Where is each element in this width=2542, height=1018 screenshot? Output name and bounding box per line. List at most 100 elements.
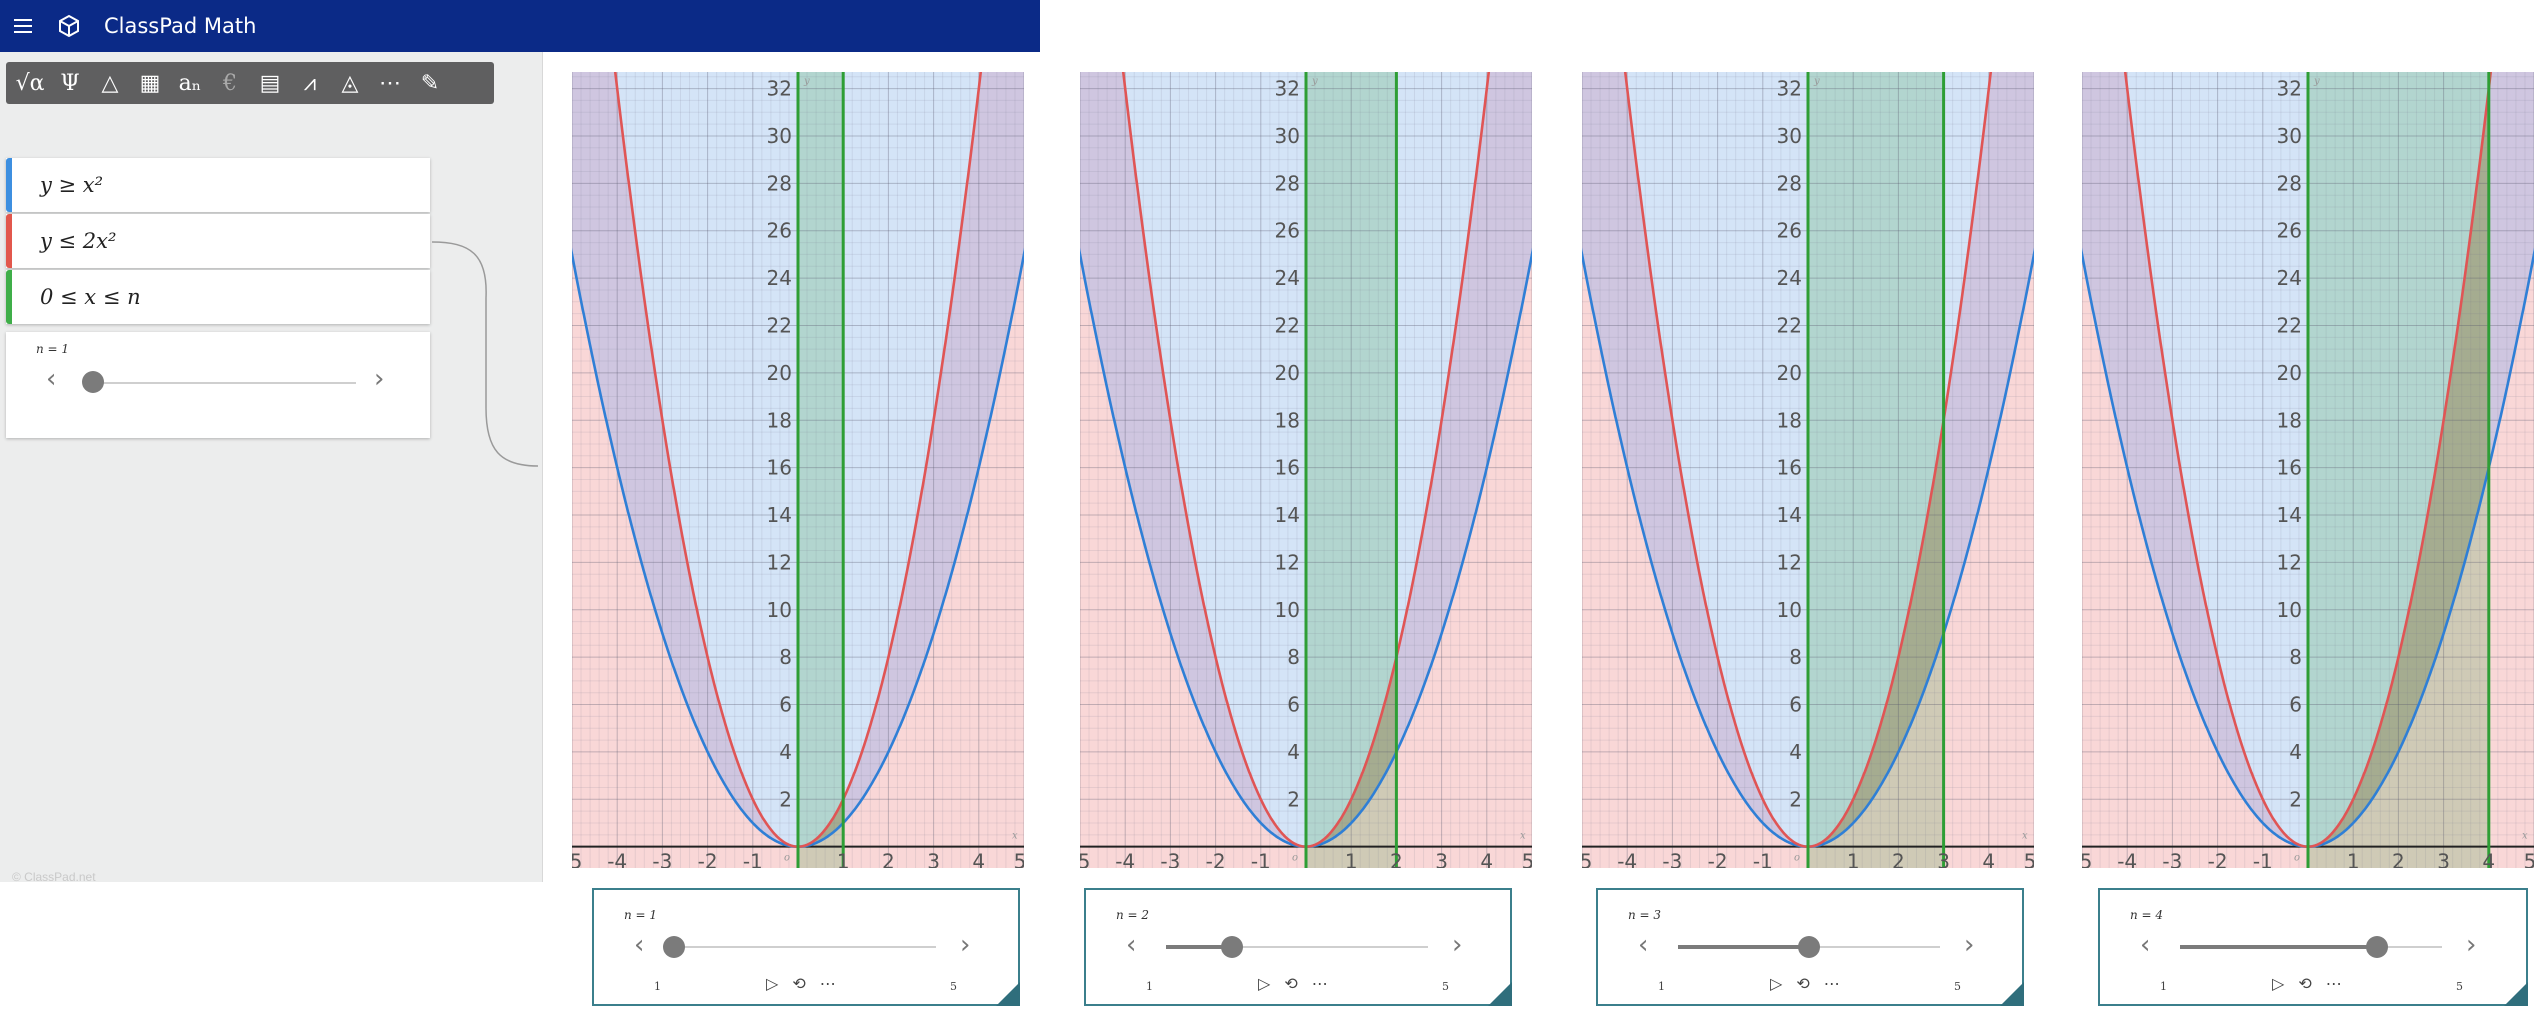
table-icon[interactable]: ▦: [139, 70, 161, 96]
y-tick-label: 32: [2277, 77, 2302, 101]
y-tick-label: 30: [2277, 124, 2302, 148]
slider-knob[interactable]: [82, 371, 104, 393]
expression-text: y ≥ x²: [40, 173, 104, 197]
shaded-answer-region: [1306, 657, 1397, 847]
x-axis-label: x: [1012, 831, 1018, 842]
y-tick-label: 30: [767, 124, 792, 148]
loop-icon[interactable]: ⟲: [792, 976, 806, 993]
slider-track[interactable]: [84, 382, 356, 384]
calculator-icon[interactable]: ▤: [259, 70, 281, 96]
resize-corner-icon[interactable]: [2000, 982, 2024, 1006]
slider-prev-icon[interactable]: ‹: [1638, 930, 1649, 960]
green-band: [2308, 72, 2489, 868]
loop-icon[interactable]: ⟲: [1796, 976, 1810, 993]
graph-canvas[interactable]: 5 -4 -3 -2 -1 1 2 3 4 524681012141618202224262830…: [572, 72, 1024, 868]
graph-canvas[interactable]: 5 -4 -3 -2 -1 1 2 3 4 524681012141618202224262830…: [2082, 72, 2534, 868]
y-tick-label: 4: [779, 740, 792, 764]
expression-row-1[interactable]: y ≥ x²: [6, 158, 430, 212]
y-tick-label: 22: [767, 313, 792, 337]
green-band: [1306, 72, 1397, 868]
slider-knob[interactable]: [1220, 936, 1243, 958]
x-tick-label: 5: [1522, 850, 1532, 868]
expression-color-stripe: [6, 270, 12, 324]
graph-panel-2[interactable]: 5 -4 -3 -2 -1 1 2 3 4 5 2 4 6 8 10 12 14 16 18 20 22 24 26 28 30…: [1080, 72, 1532, 868]
watermark: © ClassPad.net: [12, 870, 96, 884]
graph-panel-1[interactable]: 5 -4 -3 -2 -1 1 2 3 4 5 2 4 6 8 10 12 14 16 18 20 22 24 26 28 30…: [572, 72, 1024, 868]
play-icon[interactable]: ▷: [1770, 976, 1783, 993]
play-icon[interactable]: ▷: [766, 976, 779, 993]
more-icon[interactable]: ⋯: [819, 976, 836, 993]
graph-slider-2: n = 2 ‹ › 1 5 ▷ ⟲ ⋯: [1084, 888, 1512, 1006]
x-tick-label: -2: [698, 850, 718, 868]
origin-label: o: [2294, 853, 2300, 864]
resize-corner-icon[interactable]: [2504, 982, 2528, 1006]
x-tick-label: -1: [743, 850, 763, 868]
distribution-icon[interactable]: ⩘: [303, 70, 317, 96]
x-tick-label: -2: [1206, 850, 1226, 868]
slider-controls: ▷ ⟲ ⋯: [1770, 974, 1840, 994]
graph-slider-1: n = 1 ‹ › 1 5 ▷ ⟲ ⋯: [592, 888, 1020, 1006]
tool-palette: √α Ψ △ ▦ aₙ € ▤ ⩘ ◬ ⋯ ✎: [6, 62, 494, 104]
slider-prev-icon[interactable]: ‹: [2140, 930, 2151, 960]
slider-controls: ▷ ⟲ ⋯: [1258, 974, 1328, 994]
expression-row-2[interactable]: y ≤ 2x²: [6, 214, 430, 268]
app-title: ClassPad Math: [104, 14, 257, 38]
play-icon[interactable]: ▷: [1258, 976, 1271, 993]
graph-panel-4[interactable]: 5 -4 -3 -2 -1 1 2 3 4 5 2 4 6 8 10 12 14 16 18 20 22 24 26 28 30…: [2082, 72, 2534, 868]
slider-next-icon[interactable]: ›: [1452, 930, 1463, 960]
play-icon[interactable]: ▷: [2272, 976, 2285, 993]
loop-icon[interactable]: ⟲: [2298, 976, 2312, 993]
slider-next-icon[interactable]: ›: [1964, 930, 1975, 960]
psi-icon[interactable]: Ψ: [60, 70, 80, 96]
note-edit-icon[interactable]: ✎: [420, 70, 440, 96]
sequence-icon[interactable]: aₙ: [178, 70, 202, 96]
3d-icon[interactable]: ◬: [341, 70, 359, 96]
slider-knob[interactable]: [663, 936, 685, 958]
resize-corner-icon[interactable]: [1488, 982, 1512, 1006]
graph-slider-4: n = 4 ‹ › 1 5 ▷ ⟲ ⋯: [2098, 888, 2528, 1006]
slider-track[interactable]: [1166, 946, 1428, 948]
menu-icon[interactable]: [14, 14, 38, 38]
y-tick-label: 20: [2277, 361, 2302, 385]
slider-max-label: 5: [1954, 980, 1961, 993]
slider-next-icon[interactable]: ›: [2466, 930, 2477, 960]
geometry-icon[interactable]: △: [101, 70, 119, 96]
y-tick-label: 20: [1275, 361, 1300, 385]
slider-min-label: 1: [1146, 980, 1153, 993]
slider-knob[interactable]: [1798, 936, 1820, 958]
graph-canvas[interactable]: 5 -4 -3 -2 -1 1 2 3 4 524681012141618202224262830…: [1080, 72, 1532, 868]
x-tick-label: 4: [1480, 850, 1493, 868]
more-icon[interactable]: ⋯: [2325, 976, 2342, 993]
slider-knob[interactable]: [2365, 936, 2388, 958]
shaded-answer-region: [798, 799, 844, 847]
y-axis-label: y: [1813, 76, 1820, 87]
y-tick-label: 14: [767, 503, 792, 527]
more-icon[interactable]: ⋯: [1823, 976, 1840, 993]
origin-label: o: [1292, 853, 1298, 864]
graph-panel-3[interactable]: 5 -4 -3 -2 -1 1 2 3 4 5 2 4 6 8 10 12 14 16 18 20 22 24 26 28 30…: [1582, 72, 2034, 868]
graph-canvas[interactable]: 5 -4 -3 -2 -1 1 2 3 4 524681012141618202224262830…: [1582, 72, 2034, 868]
slider-next-icon[interactable]: ›: [374, 364, 385, 394]
sqrt-alpha-icon[interactable]: √α: [15, 70, 45, 96]
slider-label: n = 2: [1116, 908, 1150, 922]
shaded-answer-region: [2308, 88, 2489, 847]
expression-row-3[interactable]: 0 ≤ x ≤ n: [6, 270, 430, 324]
slider-next-icon[interactable]: ›: [960, 930, 971, 960]
resize-corner-icon[interactable]: [996, 982, 1020, 1006]
x-tick-label: 5: [2524, 850, 2534, 868]
y-tick-label: 32: [1275, 77, 1300, 101]
slider-prev-icon[interactable]: ‹: [1126, 930, 1137, 960]
shaded-answer-region: [1808, 420, 1944, 847]
currency-icon[interactable]: €: [223, 70, 237, 96]
slider-prev-icon[interactable]: ‹: [634, 930, 645, 960]
x-tick-label: 4: [972, 850, 985, 868]
number-line-icon[interactable]: ⋯: [379, 70, 401, 96]
more-icon[interactable]: ⋯: [1311, 976, 1328, 993]
y-tick-label: 28: [2277, 171, 2302, 195]
origin-label: o: [784, 853, 790, 864]
x-tick-label: 5: [572, 850, 582, 868]
x-tick-label: 5: [1014, 850, 1024, 868]
slider-track[interactable]: [674, 946, 936, 948]
slider-prev-icon[interactable]: ‹: [46, 364, 57, 394]
loop-icon[interactable]: ⟲: [1284, 976, 1298, 993]
